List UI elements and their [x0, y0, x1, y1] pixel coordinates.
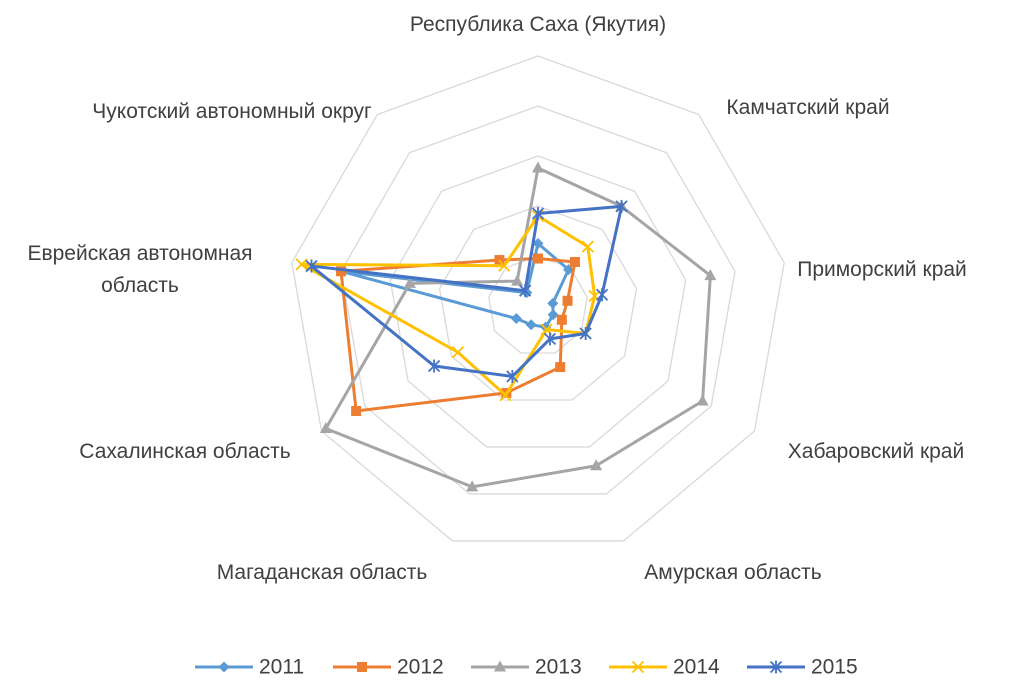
legend-item: 2011 [195, 656, 304, 679]
marker [511, 274, 524, 286]
category-label: Чукотский автономный округ [92, 100, 372, 123]
marker [451, 346, 465, 359]
category-label: Республика Саха (Якутия) [409, 13, 667, 36]
marker [769, 660, 783, 674]
legend-item: 2015 [747, 656, 858, 679]
category-label: Сахалинская область [79, 440, 291, 463]
marker [218, 661, 230, 673]
marker [305, 259, 318, 273]
marker [357, 662, 367, 672]
marker [532, 238, 544, 249]
marker [506, 369, 519, 383]
marker [547, 309, 559, 321]
marker [466, 480, 479, 492]
category-label: Магаданская область [216, 561, 428, 584]
legend-item: 2013 [471, 656, 582, 679]
marker [295, 258, 308, 271]
grid-ring [291, 55, 785, 542]
marker [498, 259, 511, 272]
category-label: Амурская область [644, 561, 822, 584]
marker [319, 422, 332, 433]
marker [519, 284, 532, 298]
grid-ring [340, 105, 736, 495]
marker [569, 256, 580, 267]
category-label: Приморский край [797, 258, 967, 281]
legend-label: 2013 [535, 656, 582, 679]
marker [533, 253, 543, 264]
marker [581, 240, 594, 253]
marker [704, 269, 717, 281]
marker [403, 276, 416, 288]
marker [532, 161, 544, 173]
grid-ring [438, 205, 638, 401]
grid-ring [389, 155, 687, 448]
marker [615, 199, 628, 213]
marker [531, 207, 545, 220]
marker [696, 394, 709, 406]
marker [547, 297, 559, 309]
marker [525, 319, 537, 331]
legend-label: 2011 [259, 656, 304, 679]
legend-label: 2012 [397, 656, 444, 679]
legend-item: 2012 [333, 656, 444, 679]
legend-label: 2015 [811, 656, 858, 679]
marker [595, 288, 609, 302]
series-line [324, 166, 712, 489]
marker [499, 389, 512, 402]
marker [579, 327, 592, 340]
category-label: Камчатский край [726, 96, 890, 119]
legend-item: 2014 [609, 656, 720, 679]
marker [494, 660, 506, 672]
marker [562, 295, 573, 306]
marker [427, 359, 441, 373]
category-label: Еврейская автономная область [27, 242, 253, 297]
series-line [309, 204, 624, 378]
marker [631, 660, 645, 674]
marker [555, 362, 566, 373]
marker [556, 314, 567, 325]
legend-label: 2014 [673, 656, 720, 679]
marker [351, 406, 362, 416]
marker [336, 266, 347, 277]
marker [543, 332, 557, 346]
category-label: Хабаровский край [787, 440, 965, 463]
marker [590, 459, 603, 471]
marker [510, 313, 522, 324]
